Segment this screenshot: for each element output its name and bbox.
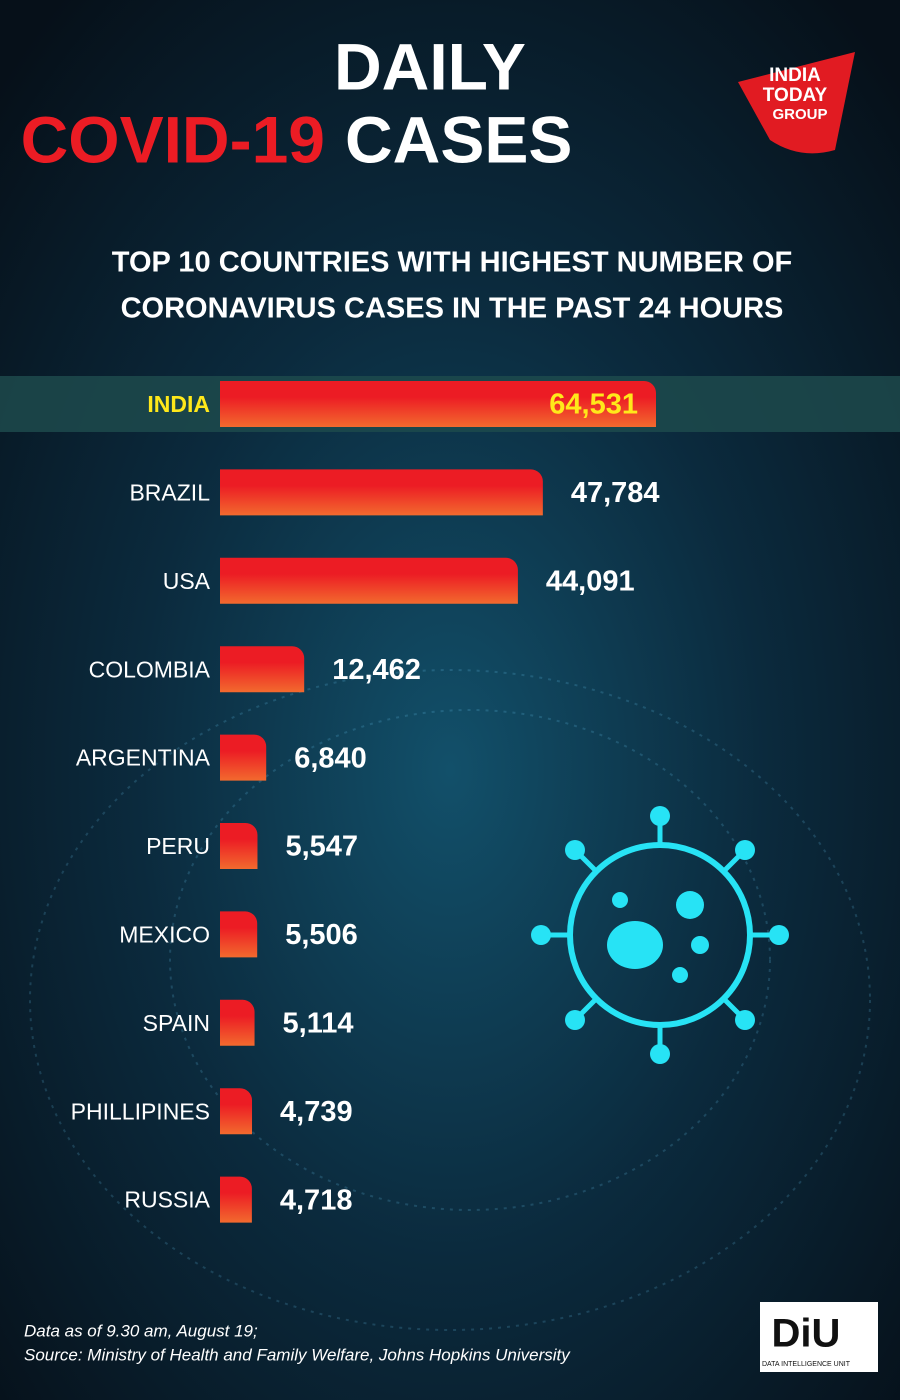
logo-text: INDIA [769, 65, 821, 86]
category-label: RUSSIA [124, 1187, 210, 1213]
bar [220, 557, 518, 604]
bar [220, 999, 255, 1046]
category-label: COLOMBIA [89, 656, 211, 682]
bar [220, 911, 258, 958]
category-label: PERU [146, 833, 210, 859]
category-label: BRAZIL [129, 479, 210, 505]
bar [219, 734, 267, 781]
bar [220, 1176, 252, 1223]
value-label: 4,739 [280, 1096, 353, 1128]
category-label: INDIA [147, 391, 210, 417]
footnote: Source: Ministry of Health and Family We… [24, 1345, 571, 1364]
logo-text: DiU [772, 1312, 841, 1356]
value-label: 4,718 [280, 1184, 353, 1216]
india-today-logo: INDIA TODAY GROUP [738, 52, 855, 154]
category-label: PHILLIPINES [71, 1098, 210, 1124]
virus-icon [531, 806, 789, 1064]
value-label: 12,462 [332, 654, 421, 686]
value-label: 5,114 [283, 1007, 354, 1039]
bar [219, 823, 258, 869]
category-label: MEXICO [119, 921, 210, 947]
value-label: 44,091 [546, 565, 635, 597]
logo-box [760, 1302, 878, 1372]
logo-text: TODAY [763, 85, 828, 106]
bar [220, 646, 305, 693]
bar [220, 469, 543, 516]
bar [220, 381, 656, 427]
logo-text: DATA INTELLIGENCE UNIT [762, 1361, 851, 1368]
world-map [29, 669, 871, 1331]
logo-text: GROUP [772, 106, 827, 123]
subtitle: TOP 10 COUNTRIES WITH HIGHEST NUMBER OF [112, 247, 792, 279]
footnote: Data as of 9.30 am, August 19; [24, 1321, 258, 1340]
value-label: 64,531 [549, 389, 638, 421]
category-label: USA [163, 568, 211, 594]
value-label: 5,547 [285, 831, 358, 863]
title-highlight: COVID-19 [21, 102, 325, 176]
category-label: ARGENTINA [76, 745, 211, 771]
logo-shape [738, 52, 855, 154]
value-label: 6,840 [294, 742, 367, 774]
title-line: CASES [345, 102, 572, 176]
diu-logo: DiU DATA INTELLIGENCE UNIT [760, 1302, 878, 1372]
bar-chart: INDIA 64,531 BRAZIL 47,784 USA 44,091 COLOMBIA… [0, 376, 900, 1223]
subtitle: CORONAVIRUS CASES IN THE PAST 24 HOURS [121, 293, 784, 325]
value-label: 5,506 [285, 919, 358, 951]
category-label: SPAIN [143, 1010, 210, 1036]
bar [220, 1088, 253, 1135]
title-line: DAILY [334, 29, 526, 103]
value-label: 47,784 [571, 477, 660, 509]
